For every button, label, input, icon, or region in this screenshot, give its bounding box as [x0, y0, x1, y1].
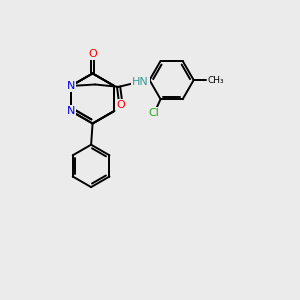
Text: O: O	[88, 49, 97, 59]
Text: O: O	[117, 100, 125, 110]
Text: N: N	[67, 81, 75, 91]
Text: N: N	[67, 106, 75, 116]
Text: Cl: Cl	[149, 108, 160, 118]
Text: CH₃: CH₃	[207, 76, 224, 85]
Text: HN: HN	[132, 76, 149, 86]
